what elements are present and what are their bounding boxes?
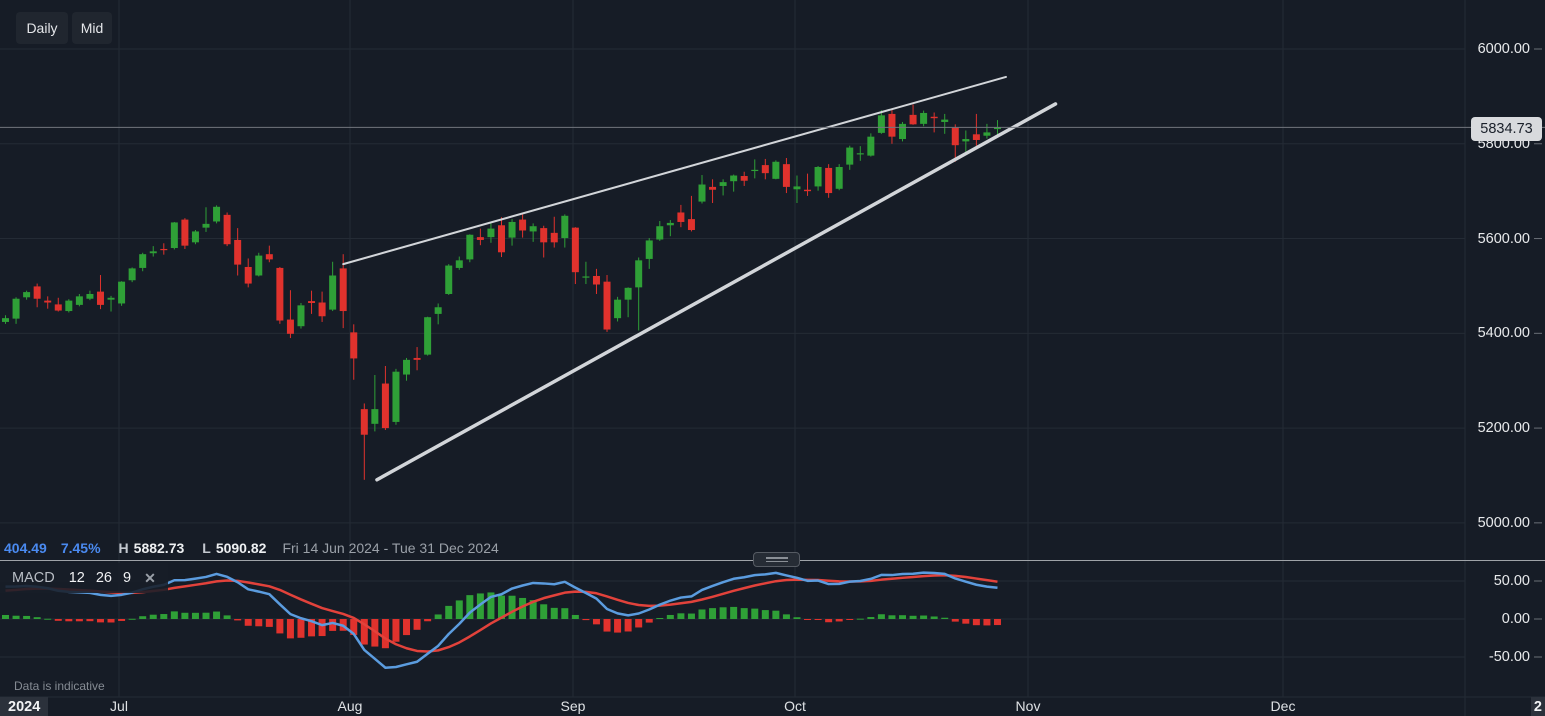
year-start-label: 2024: [0, 697, 49, 716]
price-tick-label: 5200.00: [1477, 420, 1530, 437]
timeframe-button[interactable]: Daily: [16, 12, 68, 44]
macd-fast-param: 12: [68, 570, 85, 586]
macd-indicator-chip[interactable]: MACD 12 26 9 ✕: [0, 563, 168, 593]
low-value: 5090.82: [215, 539, 267, 556]
month-label-nov: Nov: [1015, 698, 1041, 714]
year-end-label: 2: [1530, 697, 1545, 716]
high-label: H: [118, 539, 129, 556]
indicative-disclaimer: Data is indicative: [14, 679, 105, 693]
price-tick-label: 5400.00: [1477, 325, 1530, 342]
price-tick-label: 5000.00: [1477, 514, 1530, 531]
grip-line: [765, 560, 788, 562]
last-price-tag: 5834.73: [1471, 117, 1542, 141]
close-icon[interactable]: ✕: [144, 569, 156, 586]
macd-histogram: [2, 592, 1001, 649]
wedge-upper[interactable]: [342, 75, 1007, 266]
macd-title: MACD: [12, 570, 55, 586]
macd-signal-param: 9: [122, 570, 132, 586]
candles-layer: [2, 104, 1001, 480]
month-label-oct: Oct: [784, 698, 806, 714]
macd-tick-label: -50.00: [1488, 649, 1530, 665]
macd-tick-label: 50.00: [1493, 573, 1530, 589]
change-percent: 7.45%: [60, 539, 101, 556]
month-label-jul: Jul: [110, 698, 128, 714]
price-tick-label: 6000.00: [1477, 41, 1530, 57]
low-label: L: [202, 539, 211, 556]
macd-line: [5, 571, 998, 670]
grip-line: [765, 557, 788, 559]
high-value: 5882.73: [133, 539, 185, 556]
instrument-status-bar: 404.49 7.45% H 5882.73 L 5090.82 Fri 14 …: [4, 539, 499, 556]
month-label-dec: Dec: [1270, 698, 1296, 714]
pane-resize-handle[interactable]: [753, 552, 800, 567]
price-tick-label: 5600.00: [1477, 230, 1530, 247]
month-label-sep: Sep: [560, 698, 586, 714]
macd-signal-line: [5, 573, 998, 653]
change-value: 404.49: [4, 539, 47, 556]
pricing-model-button[interactable]: Mid: [72, 12, 112, 44]
date-range: Fri 14 Jun 2024 - Tue 31 Dec 2024: [282, 539, 499, 556]
wedge-lower[interactable]: [375, 102, 1058, 482]
month-label-aug: Aug: [337, 698, 363, 714]
macd-slow-param: 26: [95, 570, 112, 586]
macd-tick-label: 0.00: [1501, 611, 1530, 627]
